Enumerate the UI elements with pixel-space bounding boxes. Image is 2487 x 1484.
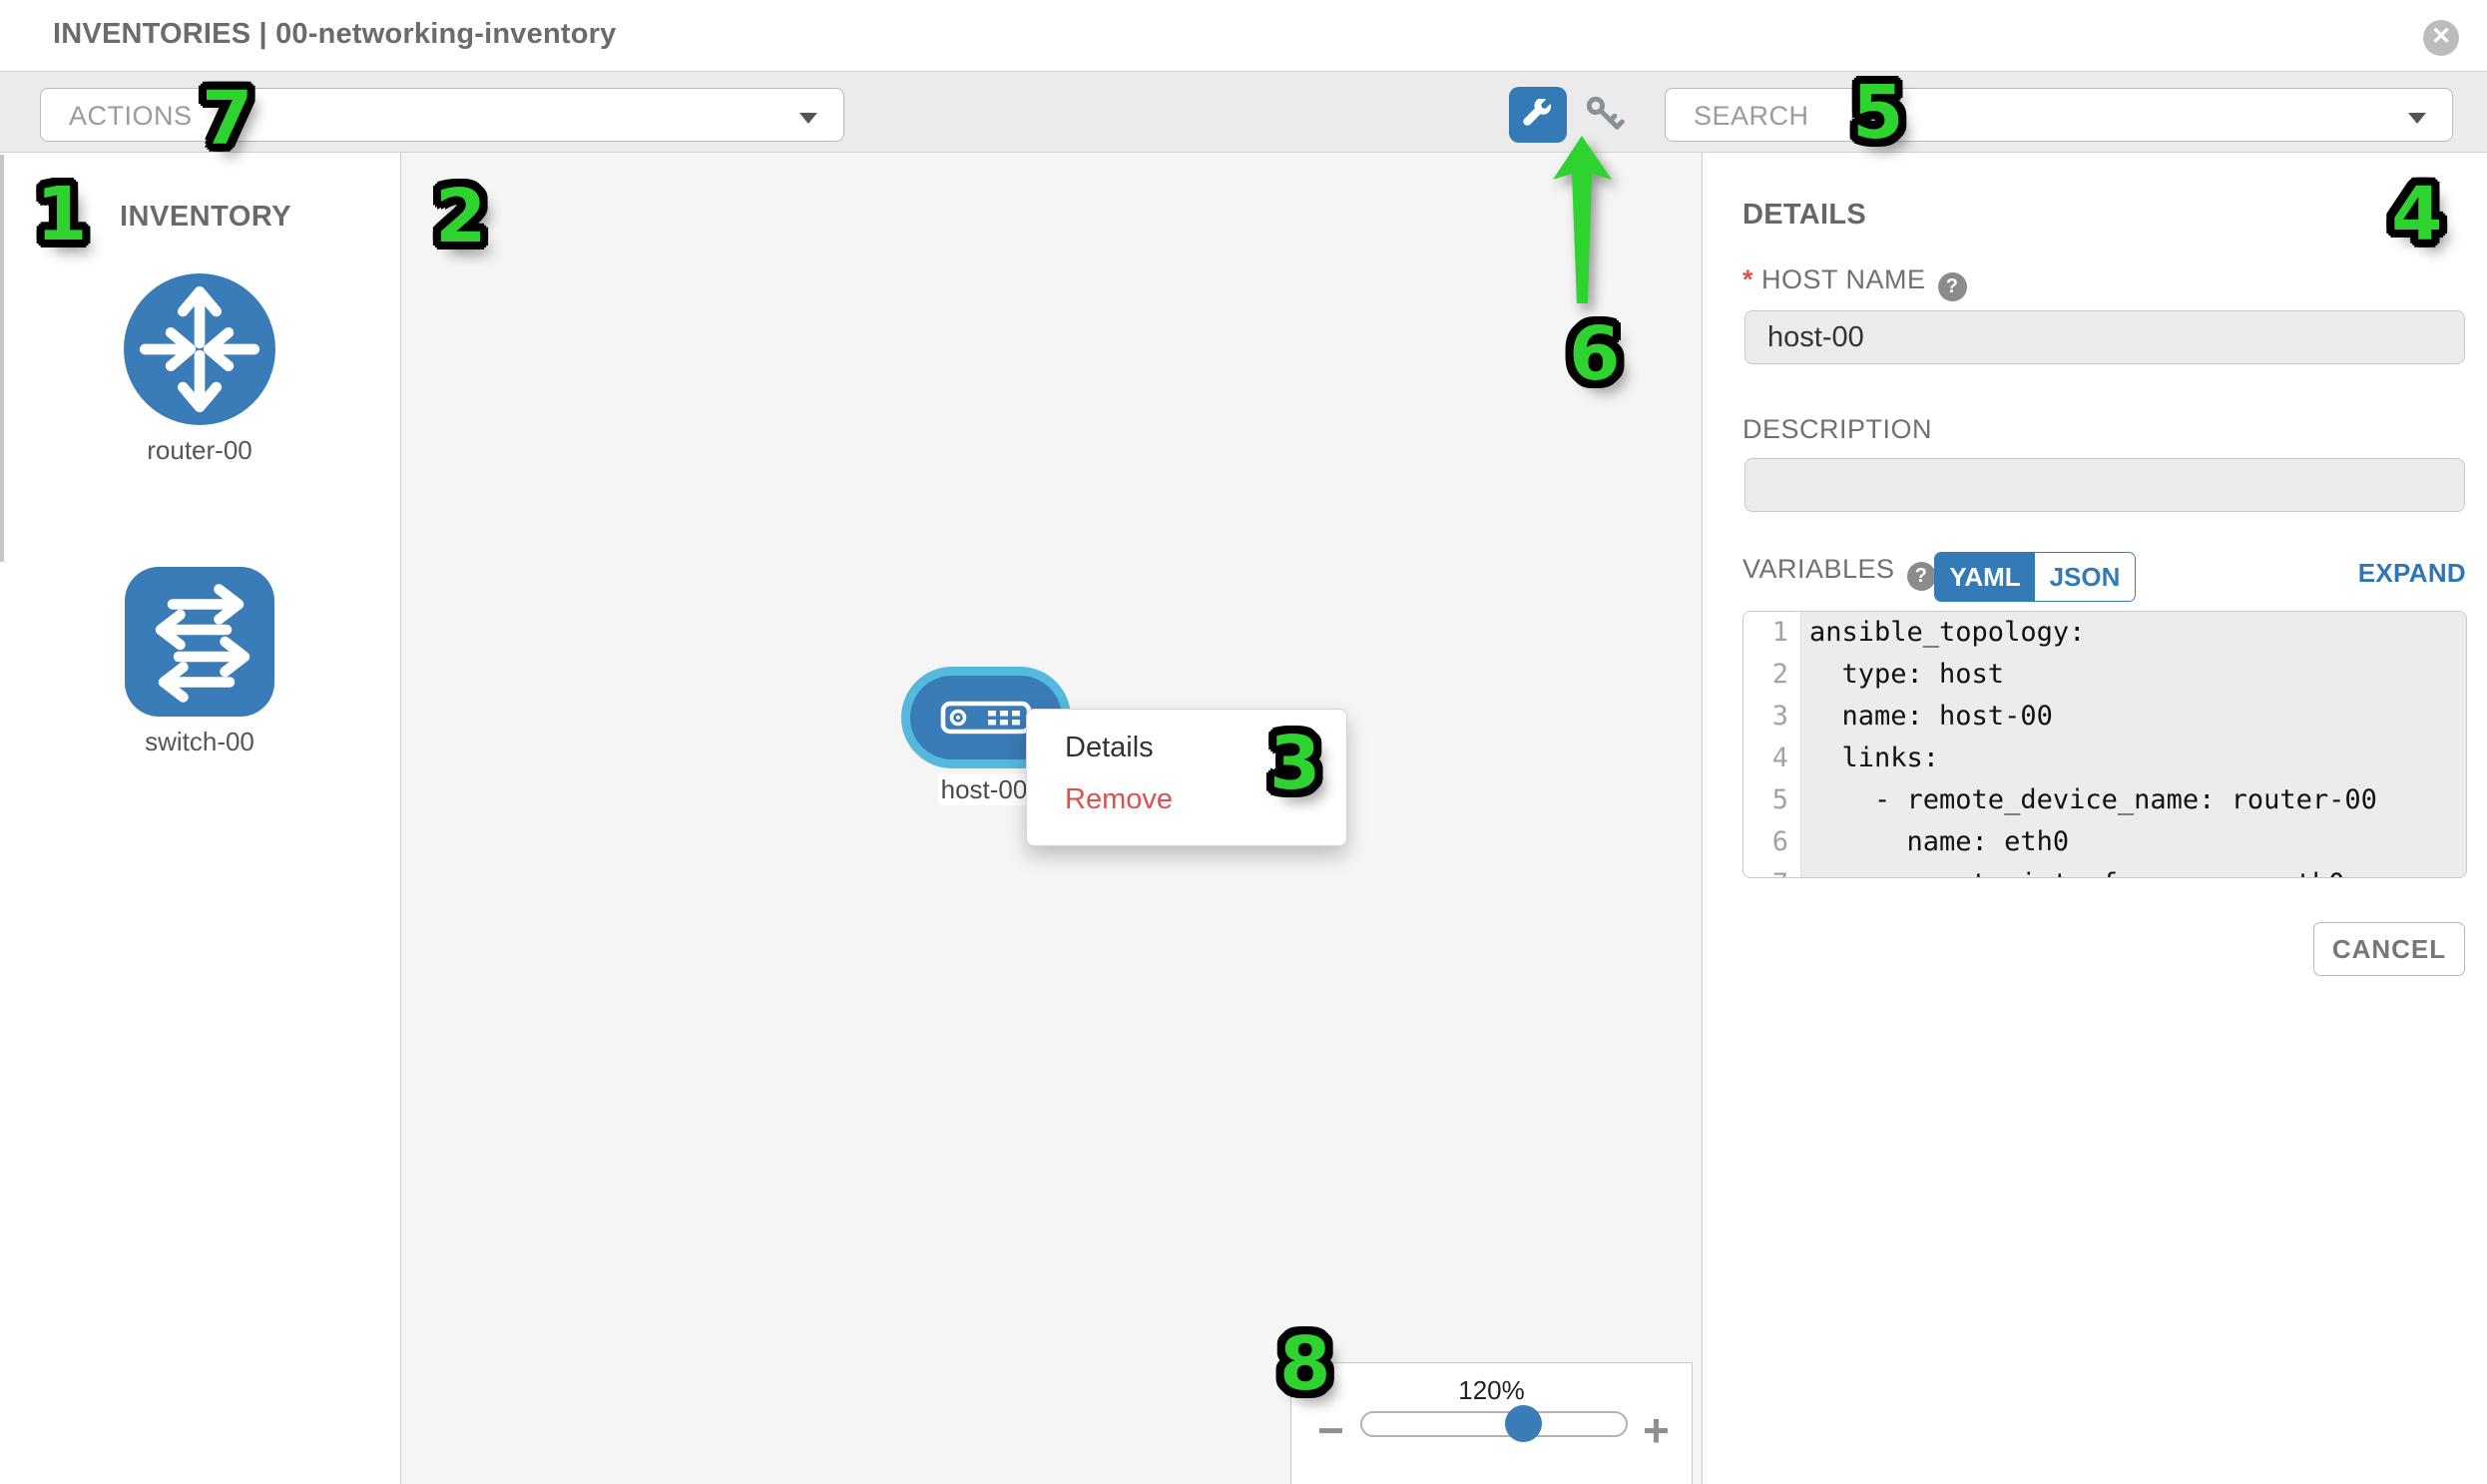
line-number: 3 [1743,696,1801,738]
host-node[interactable] [901,667,1071,768]
close-icon[interactable]: ✕ [2423,20,2459,56]
toolbox-scrollbar[interactable] [0,155,4,562]
line-text: - remote_device_name: router-00 [1801,779,2466,821]
line-number: 6 [1743,821,1801,863]
toggle-yaml-button[interactable]: YAML [1935,553,2035,601]
line-text: links: [1801,738,2466,779]
line-text: type: host [1801,654,2466,696]
actions-dropdown[interactable]: ACTIONS [40,88,844,142]
details-panel-title: DETAILS [1742,199,1867,231]
header-bar: INVENTORIES | 00-networking-inventory ✕ [0,0,2487,72]
variables-label-row: VARIABLES? [1742,554,1936,591]
inventory-toolbox: INVENTORY router-00 [0,153,401,1484]
details-panel: DETAILS *HOST NAME? DESCRIPTION VARIABLE… [1702,153,2487,1484]
host-icon [940,701,1032,735]
annotation-5: 5 [1852,70,1904,156]
page-title: INVENTORIES | 00-networking-inventory [53,18,617,50]
annotation-3: 3 [1269,721,1321,806]
line-text: remote_interface_name: eth0 [1801,863,2466,877]
wrench-icon [1523,99,1552,126]
key-button[interactable] [1583,93,1629,139]
code-line: 4 links: [1743,738,2466,779]
toggle-json-button[interactable]: JSON [2035,553,2135,601]
description-input[interactable] [1744,458,2465,512]
switch-icon [125,567,274,717]
zoom-slider-thumb[interactable] [1505,1405,1542,1442]
cancel-button[interactable]: CANCEL [2313,922,2465,976]
line-text: ansible_topology: [1801,612,2466,654]
toolbox-item-label: switch-00 [145,727,254,756]
code-line: 5 - remote_device_name: router-00 [1743,779,2466,821]
zoom-in-button[interactable]: + [1643,1404,1670,1456]
expand-link[interactable]: EXPAND [2357,558,2466,588]
annotation-1: 1 [36,172,88,257]
zoom-level-value: 120% [1458,1375,1525,1405]
toolbar: ACTIONS SEARCH [0,72,2487,153]
search-dropdown-label: SEARCH [1694,101,1809,131]
topology-canvas[interactable]: host-00 Details Remove 120% − + [401,153,1702,1484]
required-asterisk: * [1742,264,1754,294]
chevron-down-icon [2408,113,2426,124]
chevron-down-icon [799,113,817,124]
router-icon [124,273,275,425]
key-icon [1586,96,1625,130]
variables-label: VARIABLES [1742,554,1895,584]
annotation-2: 2 [435,174,487,259]
annotation-arrow-icon [1553,136,1612,303]
menu-item-details[interactable]: Details [1065,732,1154,763]
variables-code-editor[interactable]: 1 ansible_topology: 2 type: host 3 name: … [1742,611,2467,878]
description-label: DESCRIPTION [1742,414,1933,444]
help-icon[interactable]: ? [1937,272,1967,301]
search-dropdown[interactable]: SEARCH [1665,88,2453,142]
code-line: 1 ansible_topology: [1743,612,2466,654]
line-number: 1 [1743,612,1801,654]
toolbox-title: INVENTORY [120,201,292,233]
zoom-out-button[interactable]: − [1317,1404,1344,1456]
line-number: 2 [1743,654,1801,696]
annotation-8: 8 [1279,1321,1331,1407]
line-number: 7 [1743,863,1801,877]
line-text: name: eth0 [1801,821,2466,863]
code-line: 3 name: host-00 [1743,696,2466,738]
configure-button[interactable] [1509,87,1567,143]
toolbox-item-router[interactable]: router-00 [124,273,275,466]
menu-item-remove[interactable]: Remove [1065,783,1173,815]
toolbox-item-label: router-00 [147,435,252,465]
actions-dropdown-label: ACTIONS [69,101,193,131]
line-number: 4 [1743,738,1801,779]
zoom-control-panel: 120% − + [1290,1362,1693,1484]
zoom-slider[interactable] [1360,1405,1628,1442]
line-text: name: host-00 [1801,696,2466,738]
line-number: 5 [1743,779,1801,821]
code-line: 7 remote_interface_name: eth0 [1743,863,2466,877]
help-icon[interactable]: ? [1906,562,1936,591]
host-name-input[interactable] [1744,310,2465,364]
host-node-label: host-00 [938,773,1030,805]
annotation-7: 7 [202,76,253,162]
node-context-menu: Details Remove [1026,709,1347,846]
toolbox-item-switch[interactable]: switch-00 [125,567,274,757]
annotation-4: 4 [2391,172,2443,257]
host-name-label-row: * HOST NAME? [1742,264,1967,301]
variables-format-toggle: YAML JSON [1934,552,2136,602]
annotation-6: 6 [1569,311,1621,397]
code-line: 2 type: host [1743,654,2466,696]
code-line: 6 name: eth0 [1743,821,2466,863]
host-name-label: HOST NAME [1761,264,1926,294]
